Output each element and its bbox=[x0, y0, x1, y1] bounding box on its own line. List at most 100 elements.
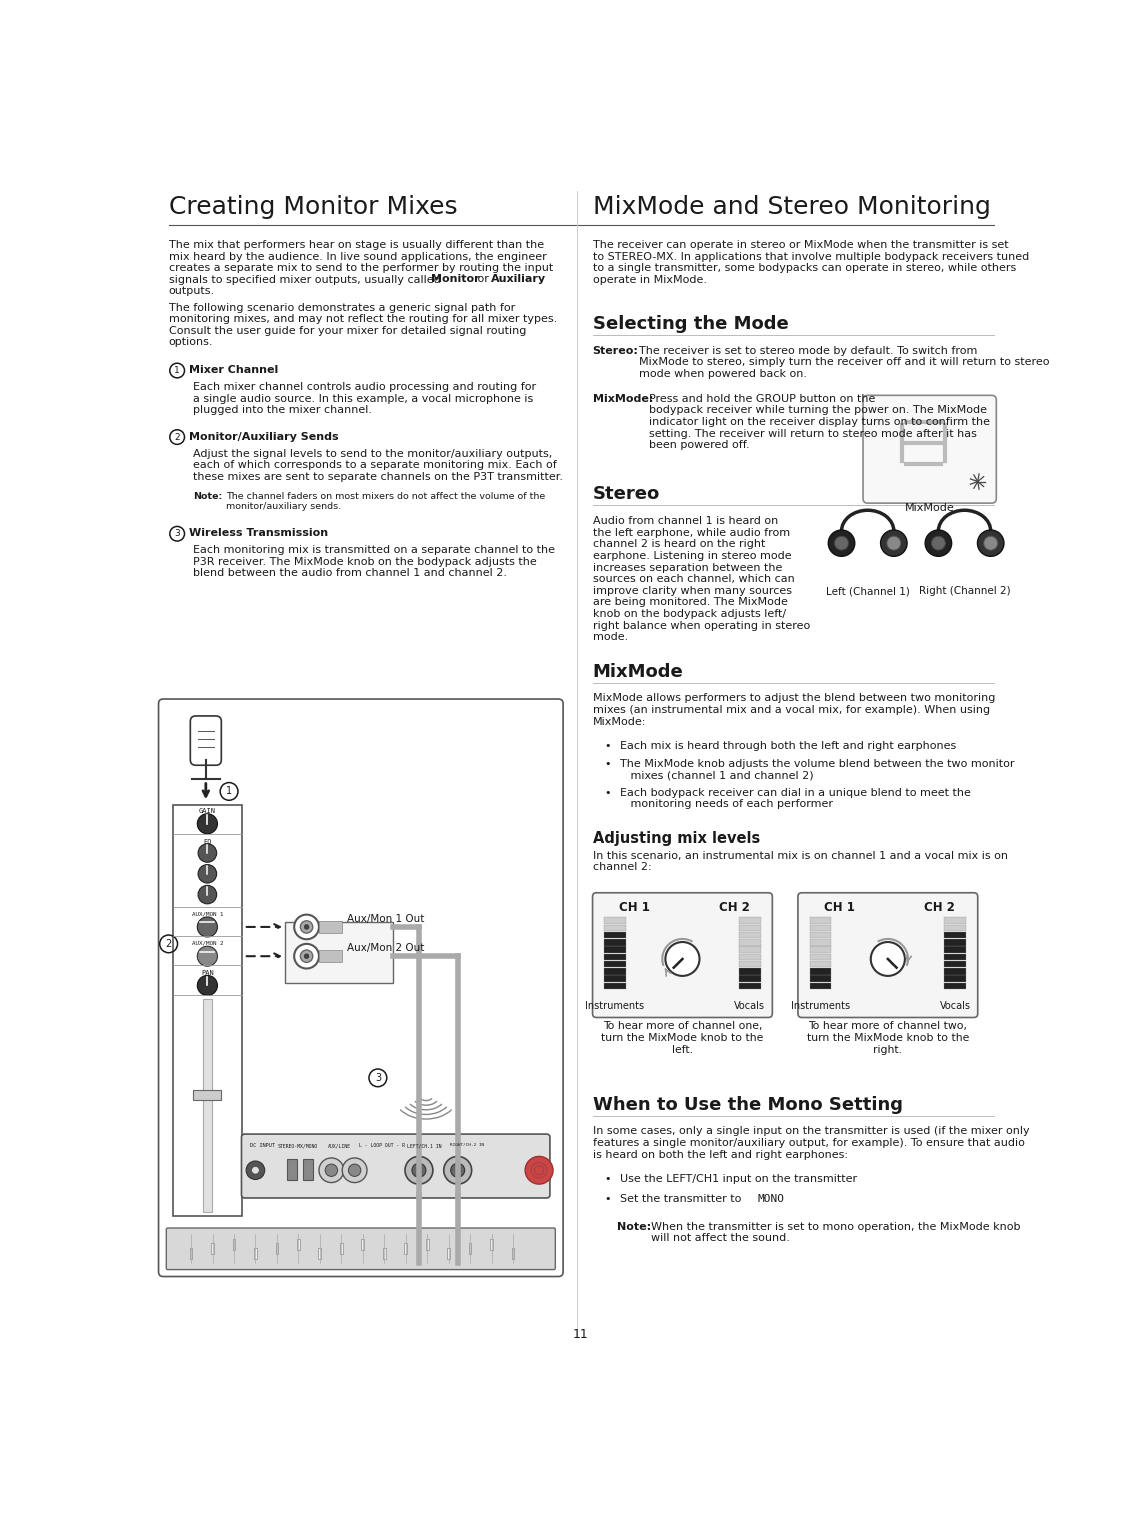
Text: Use the LEFT/CH1 input on the transmitter: Use the LEFT/CH1 input on the transmitte… bbox=[619, 1175, 857, 1184]
Text: Vocals: Vocals bbox=[735, 1001, 765, 1010]
Text: 11: 11 bbox=[573, 1328, 588, 1341]
Circle shape bbox=[666, 942, 700, 977]
Text: MixMode: MixMode bbox=[904, 504, 954, 513]
Bar bbox=[604, 938, 626, 946]
Bar bbox=[604, 961, 626, 967]
Circle shape bbox=[871, 942, 904, 977]
Text: PAN: PAN bbox=[201, 971, 214, 977]
Bar bbox=[739, 983, 761, 989]
Text: Note:: Note: bbox=[617, 1222, 652, 1231]
Bar bbox=[739, 917, 761, 923]
Bar bbox=[944, 975, 966, 981]
Text: or: or bbox=[474, 275, 492, 284]
Circle shape bbox=[412, 1163, 426, 1177]
Bar bbox=[512, 1248, 514, 1259]
Text: Vocals: Vocals bbox=[940, 1001, 971, 1010]
Text: Instruments: Instruments bbox=[585, 1001, 644, 1010]
Bar bbox=[319, 951, 342, 963]
Bar bbox=[739, 938, 761, 946]
Text: The receiver can operate in stereo or MixMode when the transmitter is set
to STE: The receiver can operate in stereo or Mi… bbox=[592, 240, 1029, 285]
Text: The MixMode knob adjusts the volume blend between the two monitor
   mixes (chan: The MixMode knob adjusts the volume blen… bbox=[619, 758, 1014, 780]
Circle shape bbox=[198, 865, 216, 884]
Bar bbox=[285, 922, 394, 983]
Circle shape bbox=[197, 813, 217, 833]
Bar bbox=[944, 946, 966, 952]
Bar bbox=[944, 925, 966, 931]
Text: 2: 2 bbox=[174, 432, 180, 441]
Text: Note:: Note: bbox=[194, 491, 223, 501]
Circle shape bbox=[525, 1157, 554, 1184]
Bar bbox=[604, 975, 626, 981]
Bar bbox=[447, 1248, 451, 1259]
Text: 3: 3 bbox=[375, 1073, 381, 1083]
Bar bbox=[739, 946, 761, 952]
Circle shape bbox=[197, 946, 217, 966]
Text: Audio from channel 1 is heard on
the left earphone, while audio from
channel 2 i: Audio from channel 1 is heard on the lef… bbox=[592, 516, 809, 642]
Circle shape bbox=[984, 536, 997, 549]
Text: CH 2: CH 2 bbox=[924, 902, 955, 914]
Bar bbox=[944, 954, 966, 960]
Text: outputs.: outputs. bbox=[169, 285, 215, 296]
Text: Instruments: Instruments bbox=[791, 1001, 850, 1010]
Circle shape bbox=[294, 914, 319, 940]
Bar bbox=[809, 954, 831, 960]
Bar bbox=[297, 1239, 300, 1250]
Text: EQ: EQ bbox=[203, 838, 212, 844]
Text: To hear more of channel one,
turn the MixMode knob to the
left.: To hear more of channel one, turn the Mi… bbox=[601, 1021, 764, 1054]
Text: MixMode and Stereo Monitoring: MixMode and Stereo Monitoring bbox=[592, 195, 990, 220]
Bar bbox=[404, 1244, 408, 1254]
Bar bbox=[809, 932, 831, 938]
Text: Wireless Transmission: Wireless Transmission bbox=[189, 528, 328, 539]
Text: In this scenario, an instrumental mix is on channel 1 and a vocal mix is on
chan: In this scenario, an instrumental mix is… bbox=[592, 850, 1007, 873]
Bar bbox=[809, 917, 831, 923]
Text: The channel faders on most mixers do not affect the volume of the
monitor/auxili: The channel faders on most mixers do not… bbox=[226, 491, 546, 511]
Circle shape bbox=[349, 1164, 361, 1177]
Circle shape bbox=[881, 530, 907, 557]
Bar bbox=[604, 967, 626, 975]
Circle shape bbox=[319, 1158, 344, 1183]
Bar bbox=[469, 1244, 471, 1254]
Bar bbox=[944, 983, 966, 989]
Text: AUX/MON 1: AUX/MON 1 bbox=[191, 911, 223, 917]
FancyBboxPatch shape bbox=[158, 699, 563, 1277]
Text: Set the transmitter to: Set the transmitter to bbox=[619, 1193, 745, 1204]
Bar bbox=[809, 938, 831, 946]
Circle shape bbox=[300, 951, 312, 963]
Text: 2: 2 bbox=[165, 938, 172, 949]
Text: Stereo:: Stereo: bbox=[592, 346, 638, 356]
Text: Right (Channel 2): Right (Channel 2) bbox=[919, 586, 1011, 597]
Circle shape bbox=[342, 1158, 367, 1183]
Bar bbox=[809, 983, 831, 989]
Circle shape bbox=[925, 530, 952, 557]
Text: Monitor/Auxiliary Sends: Monitor/Auxiliary Sends bbox=[189, 432, 338, 441]
Text: MONO: MONO bbox=[757, 1193, 784, 1204]
Circle shape bbox=[197, 917, 217, 937]
Circle shape bbox=[197, 975, 217, 995]
Bar bbox=[739, 925, 761, 931]
Text: Each monitoring mix is transmitted on a separate channel to the
P3R receiver. Th: Each monitoring mix is transmitted on a … bbox=[194, 545, 556, 578]
Bar bbox=[944, 961, 966, 967]
Circle shape bbox=[294, 945, 319, 969]
Text: Each mixer channel controls audio processing and routing for
a single audio sour: Each mixer channel controls audio proces… bbox=[194, 382, 537, 415]
Bar bbox=[203, 1000, 212, 1212]
Text: When to Use the Mono Setting: When to Use the Mono Setting bbox=[592, 1096, 902, 1114]
Bar bbox=[809, 975, 831, 981]
Text: MixMode allows performers to adjust the blend between two monitoring
mixes (an i: MixMode allows performers to adjust the … bbox=[592, 693, 995, 726]
Bar bbox=[288, 1160, 298, 1180]
Bar bbox=[739, 954, 761, 960]
Text: 1: 1 bbox=[174, 366, 180, 375]
Text: In some cases, only a single input on the transmitter is used (if the mixer only: In some cases, only a single input on th… bbox=[592, 1126, 1029, 1160]
Text: 1: 1 bbox=[226, 786, 232, 797]
Bar bbox=[232, 1239, 235, 1250]
Text: GAIN: GAIN bbox=[199, 809, 216, 815]
Bar bbox=[319, 920, 342, 932]
Circle shape bbox=[834, 536, 849, 549]
FancyBboxPatch shape bbox=[241, 1134, 550, 1198]
Text: Creating Monitor Mixes: Creating Monitor Mixes bbox=[169, 195, 457, 220]
Bar bbox=[212, 1244, 214, 1254]
Text: CH 1: CH 1 bbox=[619, 902, 650, 914]
Bar bbox=[809, 925, 831, 931]
Bar bbox=[739, 932, 761, 938]
Circle shape bbox=[325, 1164, 337, 1177]
Circle shape bbox=[246, 1161, 265, 1180]
